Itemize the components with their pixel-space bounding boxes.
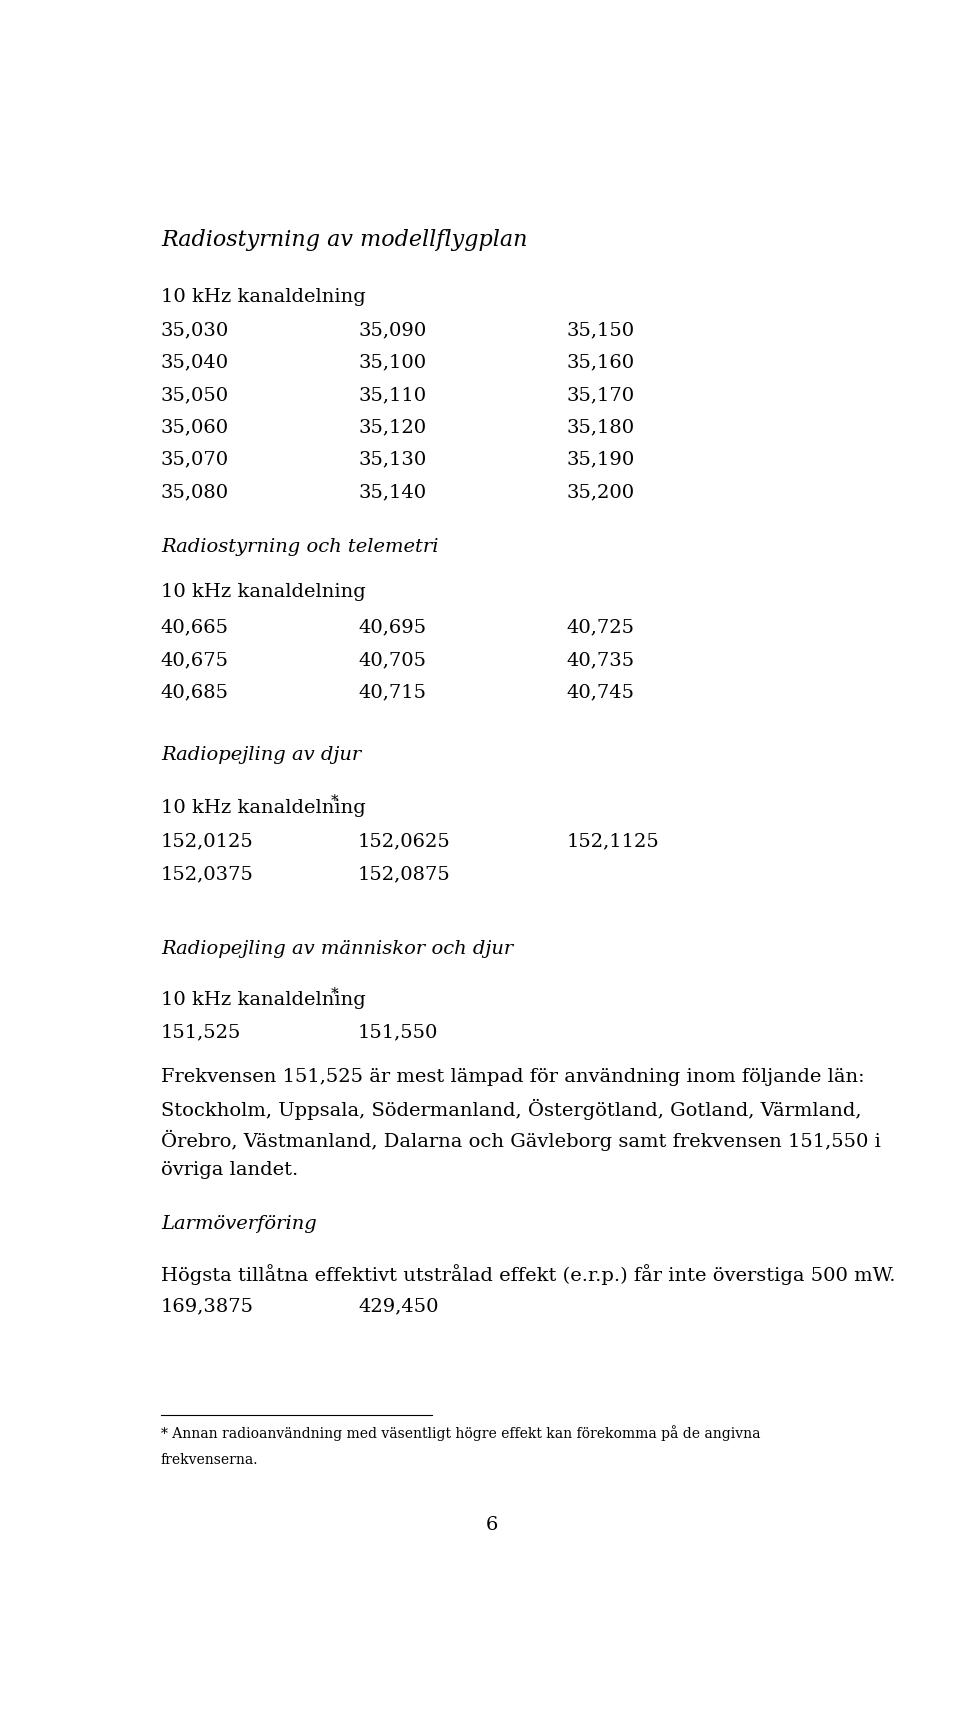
Text: 151,550: 151,550: [358, 1023, 439, 1042]
Text: 35,120: 35,120: [358, 418, 426, 437]
Text: 35,080: 35,080: [161, 484, 229, 501]
Text: 152,1125: 152,1125: [566, 833, 660, 850]
Text: Radiopejling av människor och djur: Radiopejling av människor och djur: [161, 940, 514, 959]
Text: 151,525: 151,525: [161, 1023, 241, 1042]
Text: 169,3875: 169,3875: [161, 1298, 253, 1315]
Text: 35,050: 35,050: [161, 385, 229, 404]
Text: 40,675: 40,675: [161, 651, 228, 669]
Text: 35,090: 35,090: [358, 321, 426, 339]
Text: Högsta tillåtna effektivt utstrålad effekt (e.r.p.) får inte överstiga 500 mW.: Högsta tillåtna effektivt utstrålad effe…: [161, 1263, 896, 1284]
Text: övriga landet.: övriga landet.: [161, 1161, 299, 1178]
Text: 10 kHz kanaldelning: 10 kHz kanaldelning: [161, 992, 366, 1009]
Text: 10 kHz kanaldelning: 10 kHz kanaldelning: [161, 582, 366, 601]
Text: 35,180: 35,180: [566, 418, 635, 437]
Text: 152,0875: 152,0875: [358, 866, 451, 883]
Text: * Annan radioanvändning med väsentligt högre effekt kan förekomma på de angivna: * Annan radioanvändning med väsentligt h…: [161, 1426, 760, 1441]
Text: 40,705: 40,705: [358, 651, 426, 669]
Text: 40,685: 40,685: [161, 683, 228, 702]
Text: 35,140: 35,140: [358, 484, 426, 501]
Text: 35,100: 35,100: [358, 354, 426, 372]
Text: 40,715: 40,715: [358, 683, 426, 702]
Text: 152,0125: 152,0125: [161, 833, 253, 850]
Text: 35,040: 35,040: [161, 354, 229, 372]
Text: 40,745: 40,745: [566, 683, 635, 702]
Text: 40,725: 40,725: [566, 619, 635, 636]
Text: 152,0625: 152,0625: [358, 833, 451, 850]
Text: 429,450: 429,450: [358, 1298, 439, 1315]
Text: 35,160: 35,160: [566, 354, 635, 372]
Text: 35,130: 35,130: [358, 451, 426, 468]
Text: 6: 6: [486, 1517, 498, 1534]
Text: 152,0375: 152,0375: [161, 866, 253, 883]
Text: *: *: [330, 987, 338, 1001]
Text: frekvenserna.: frekvenserna.: [161, 1453, 258, 1467]
Text: 35,150: 35,150: [566, 321, 635, 339]
Text: 35,070: 35,070: [161, 451, 229, 468]
Text: Frekvensen 151,525 är mest lämpad för användning inom följande län:: Frekvensen 151,525 är mest lämpad för an…: [161, 1068, 865, 1087]
Text: Larmöverföring: Larmöverföring: [161, 1215, 317, 1232]
Text: 35,200: 35,200: [566, 484, 635, 501]
Text: 40,665: 40,665: [161, 619, 228, 636]
Text: 35,110: 35,110: [358, 385, 426, 404]
Text: 35,170: 35,170: [566, 385, 635, 404]
Text: Radiostyrning och telemetri: Radiostyrning och telemetri: [161, 539, 439, 556]
Text: Örebro, Västmanland, Dalarna och Gävleborg samt frekvensen 151,550 i: Örebro, Västmanland, Dalarna och Gävlebo…: [161, 1130, 880, 1151]
Text: Stockholm, Uppsala, Södermanland, Östergötland, Gotland, Värmland,: Stockholm, Uppsala, Södermanland, Österg…: [161, 1099, 861, 1120]
Text: 10 kHz kanaldelning: 10 kHz kanaldelning: [161, 289, 366, 306]
Text: 35,030: 35,030: [161, 321, 229, 339]
Text: 35,190: 35,190: [566, 451, 635, 468]
Text: 35,060: 35,060: [161, 418, 229, 437]
Text: 10 kHz kanaldelning: 10 kHz kanaldelning: [161, 798, 366, 817]
Text: Radiopejling av djur: Radiopejling av djur: [161, 746, 361, 764]
Text: Radiostyrning av modellflygplan: Radiostyrning av modellflygplan: [161, 228, 527, 251]
Text: 40,735: 40,735: [566, 651, 635, 669]
Text: 40,695: 40,695: [358, 619, 426, 636]
Text: *: *: [330, 795, 338, 809]
